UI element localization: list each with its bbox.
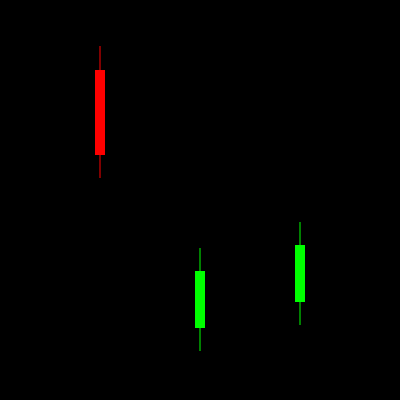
candle-2-body [195,271,205,328]
candles-layer [95,46,305,351]
candle-3 [295,222,305,325]
candle-3-body [295,245,305,302]
candle-1-body [95,70,105,155]
candle-1 [95,46,105,178]
candle-2 [195,248,205,351]
